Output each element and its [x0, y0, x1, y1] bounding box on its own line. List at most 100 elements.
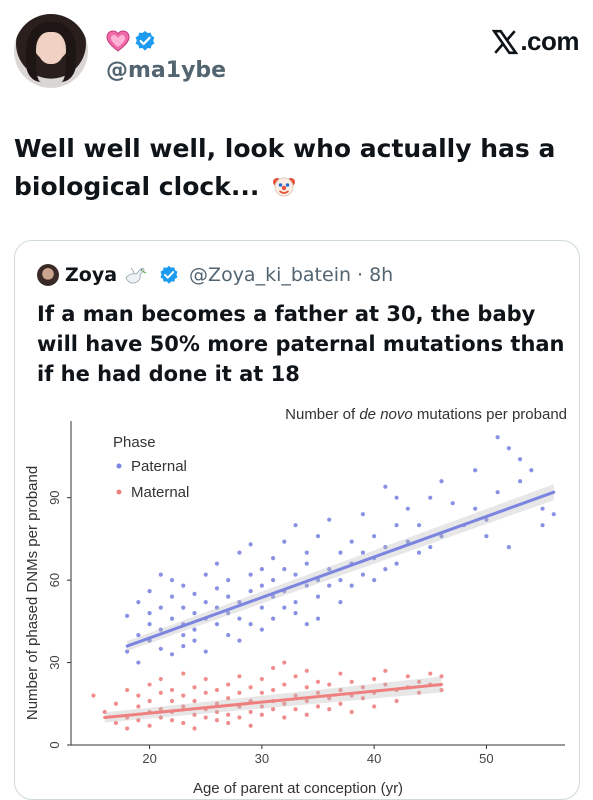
data-point-paternal [192, 627, 197, 632]
data-point-paternal [349, 539, 354, 544]
data-point-paternal [473, 468, 478, 473]
data-point-paternal [327, 567, 332, 572]
data-point-maternal [338, 687, 343, 693]
data-point-paternal [158, 627, 163, 632]
data-point-maternal [192, 698, 197, 704]
data-point-paternal [270, 616, 276, 621]
data-point-maternal [259, 690, 264, 695]
data-point-maternal [136, 718, 141, 723]
data-point-paternal [540, 523, 545, 528]
data-point-maternal [113, 720, 119, 726]
data-point-maternal [158, 715, 163, 720]
clown-icon [273, 177, 296, 197]
quoted-post[interactable]: Zoya @Zoya_ki_batein · 8h If a man becom… [14, 240, 580, 800]
y-tick-label: 0 [47, 741, 62, 748]
data-point-paternal [372, 534, 377, 539]
data-point-maternal [248, 709, 253, 715]
data-point-maternal [169, 698, 175, 704]
data-point-paternal [125, 649, 130, 654]
data-point-paternal [315, 534, 321, 539]
y-axis-label: Number of phased DNMs per proband [24, 466, 41, 720]
avatar-hair [26, 22, 76, 82]
data-point-maternal [304, 668, 309, 673]
data-point-maternal [181, 704, 186, 709]
data-point-paternal [214, 605, 220, 610]
quoted-author-name[interactable]: Zoya [65, 264, 118, 286]
legend-label-maternal: Maternal [131, 484, 189, 501]
data-point-maternal [293, 674, 298, 679]
data-point-paternal [169, 578, 175, 583]
data-point-paternal [338, 550, 343, 555]
quoted-author-avatar[interactable] [37, 264, 59, 286]
data-point-paternal [529, 468, 534, 473]
data-point-paternal [226, 594, 231, 599]
data-point-paternal [282, 567, 287, 572]
data-point-paternal [304, 621, 309, 627]
data-point-maternal [416, 679, 422, 684]
data-point-paternal [293, 600, 298, 605]
data-point-maternal [147, 723, 152, 728]
data-point-paternal [181, 583, 186, 588]
y-tick-label: 30 [47, 655, 62, 669]
legend-marker-maternal [116, 489, 122, 495]
data-point-maternal [338, 701, 343, 706]
quoted-author-handle[interactable]: @Zoya_ki_batein [189, 264, 352, 286]
data-point-paternal [394, 495, 399, 500]
data-point-maternal [113, 701, 119, 706]
data-point-paternal [226, 632, 231, 638]
quoted-separator: · [357, 264, 364, 286]
data-point-maternal [181, 693, 186, 698]
quoted-timestamp[interactable]: 8h [369, 264, 394, 286]
data-point-paternal [203, 572, 208, 577]
legend-title: Phase [113, 434, 156, 451]
quoted-post-text: If a man becomes a father at 30, the bab… [37, 302, 565, 386]
data-point-maternal [248, 723, 253, 728]
mutation-chart-svg: Number of de novo mutations per proband 0… [24, 406, 567, 797]
data-point-paternal [259, 567, 264, 572]
data-point-maternal [293, 707, 298, 712]
data-point-maternal [259, 704, 264, 709]
data-point-paternal [214, 621, 220, 627]
author-avatar[interactable] [14, 14, 88, 88]
brand-domain: .com [520, 26, 579, 56]
data-point-paternal [125, 613, 130, 618]
data-point-paternal [304, 550, 309, 555]
data-point-paternal [237, 600, 242, 605]
data-point-paternal [237, 616, 242, 621]
data-point-maternal [428, 671, 433, 676]
data-point-maternal [304, 712, 309, 717]
quoted-post-header: Zoya @Zoya_ki_batein · 8h [37, 261, 393, 289]
data-point-maternal [237, 674, 242, 679]
data-point-paternal [147, 621, 152, 627]
data-point-paternal [226, 578, 231, 583]
data-point-maternal [91, 693, 96, 698]
data-point-paternal [360, 512, 366, 517]
data-point-maternal [327, 707, 332, 712]
data-point-paternal [495, 490, 500, 495]
data-point-paternal [517, 479, 523, 484]
data-point-maternal [394, 698, 399, 704]
data-point-paternal [416, 523, 422, 528]
data-point-maternal [282, 701, 287, 706]
data-point-paternal [293, 572, 298, 577]
data-point-maternal [237, 715, 242, 720]
data-point-paternal [158, 605, 163, 610]
data-point-paternal [293, 523, 298, 528]
x-logo-icon [492, 29, 519, 54]
data-point-paternal [214, 561, 220, 566]
author-handle[interactable]: @ma1ybe [106, 58, 227, 83]
data-point-paternal [383, 545, 388, 550]
data-point-paternal [169, 594, 175, 599]
data-point-paternal [372, 578, 377, 583]
data-point-paternal [158, 646, 163, 651]
x-tick-label: 50 [479, 751, 493, 766]
data-point-paternal [282, 605, 287, 610]
data-point-paternal [304, 583, 309, 588]
data-point-paternal [282, 539, 287, 544]
data-point-paternal [203, 649, 208, 654]
data-point-paternal [405, 539, 410, 544]
data-point-paternal [383, 567, 388, 572]
data-point-maternal [416, 690, 422, 695]
heart-icon [106, 30, 130, 52]
data-point-maternal [214, 718, 220, 723]
